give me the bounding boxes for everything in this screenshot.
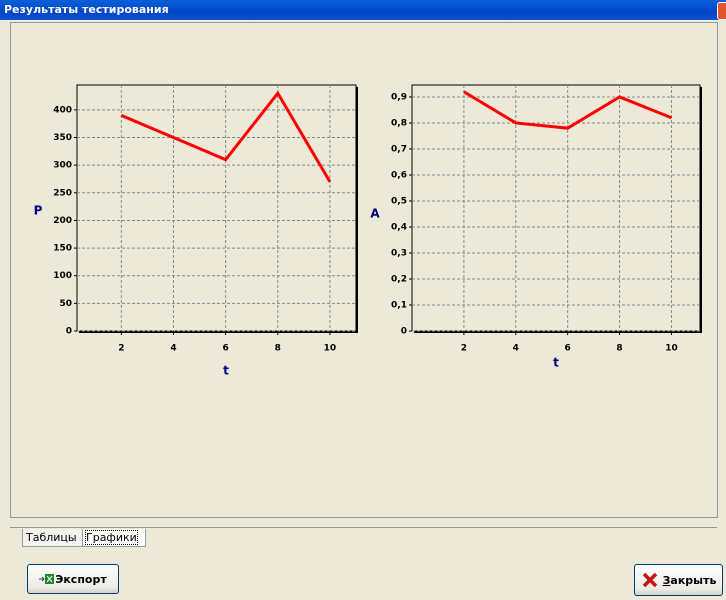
button-label: Закрыть bbox=[662, 573, 717, 587]
y-tick-label: 0,9 bbox=[391, 92, 407, 102]
y-tick-label: 0,7 bbox=[391, 144, 407, 154]
data-line bbox=[463, 90, 673, 130]
y-tick-label: 0,6 bbox=[391, 170, 407, 180]
plot-shadow bbox=[414, 87, 702, 333]
plot-area bbox=[411, 84, 701, 332]
plot-shadow bbox=[79, 87, 358, 333]
y-tick-label: 0,5 bbox=[391, 196, 407, 206]
title-bar: Результаты тестирования bbox=[0, 0, 726, 20]
y-tick-label: 350 bbox=[53, 133, 72, 143]
y-tick-label: 200 bbox=[53, 216, 72, 226]
tab-label: Графики bbox=[85, 530, 138, 545]
x-tick-label: 8 bbox=[275, 344, 281, 354]
x-tick-label: 10 bbox=[324, 344, 337, 354]
button-label: Экспорт bbox=[55, 572, 107, 586]
x-tick-label: 2 bbox=[118, 344, 124, 354]
y-axis-label: P bbox=[34, 204, 43, 218]
y-tick-label: 250 bbox=[53, 188, 72, 198]
y-tick-label: 0 bbox=[66, 327, 72, 337]
y-tick-label: 0,4 bbox=[391, 222, 407, 232]
x-tick-label: 8 bbox=[616, 344, 622, 354]
export-icon bbox=[39, 574, 55, 584]
close-icon bbox=[642, 572, 657, 588]
export-button[interactable]: Экспорт bbox=[27, 564, 119, 594]
close-button[interactable]: Закрыть bbox=[634, 564, 723, 596]
window-title: Результаты тестирования bbox=[4, 3, 169, 16]
x-axis-label: t bbox=[223, 364, 229, 378]
x-tick-label: 2 bbox=[461, 344, 467, 354]
y-tick-label: 0,1 bbox=[391, 300, 407, 310]
y-tick-label: 0 bbox=[401, 327, 407, 337]
y-tick-label: 0,2 bbox=[391, 274, 407, 284]
y-tick-label: 50 bbox=[59, 299, 72, 309]
tab-label: Таблицы bbox=[26, 531, 77, 544]
x-tick-label: 4 bbox=[170, 344, 176, 354]
data-line bbox=[120, 90, 332, 183]
close-window[interactable] bbox=[717, 2, 726, 20]
y-tick-label: 400 bbox=[53, 105, 72, 115]
y-tick-label: 0,3 bbox=[391, 248, 407, 258]
y-tick-label: 150 bbox=[53, 244, 72, 254]
tab[interactable]: Таблицы bbox=[22, 529, 84, 547]
y-tick-label: 100 bbox=[53, 271, 72, 281]
x-tick-label: 6 bbox=[565, 344, 571, 354]
plot-area bbox=[76, 84, 357, 332]
tab-active[interactable]: Графики bbox=[82, 529, 146, 547]
tab-line bbox=[10, 527, 717, 528]
y-axis-label: A bbox=[370, 207, 380, 221]
x-tick-label: 6 bbox=[222, 344, 228, 354]
x-tick-label: 10 bbox=[665, 344, 678, 354]
y-tick-label: 300 bbox=[53, 161, 72, 171]
x-tick-label: 4 bbox=[513, 344, 519, 354]
charts: 0 50 100 150 200 250 300 350 400 2 4 6 8 10 Pt 0 0,1 0,2 0… bbox=[34, 84, 702, 378]
x-axis-label: t bbox=[553, 356, 559, 370]
y-tick-label: 0,8 bbox=[391, 118, 407, 128]
